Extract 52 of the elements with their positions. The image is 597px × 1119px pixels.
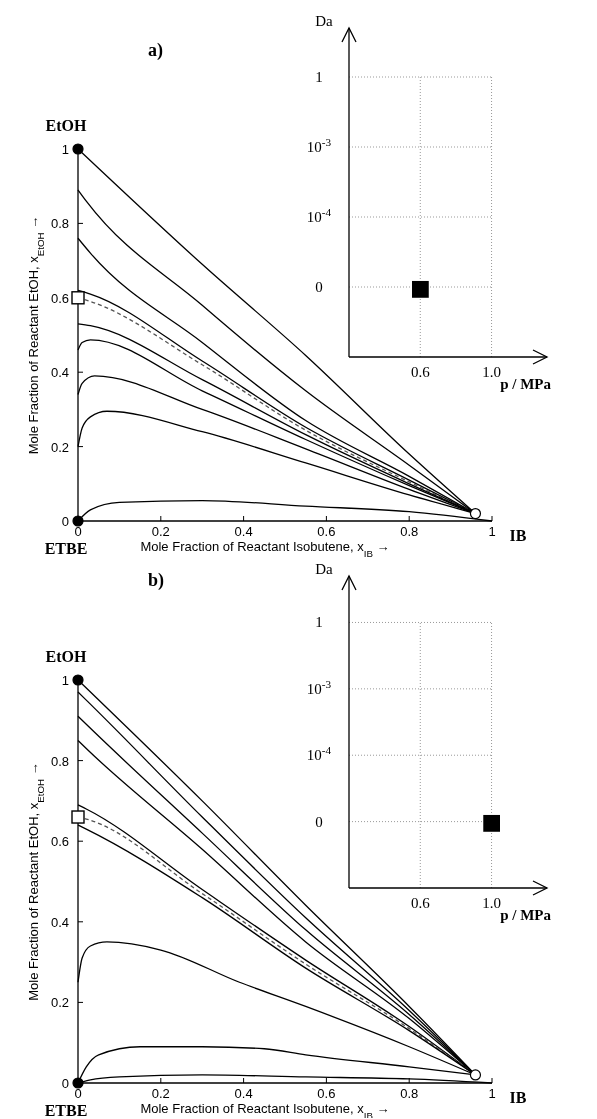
x-axis-title: Mole Fraction of Reactant Isobutene, x$_{IB}$ → (140, 539, 390, 559)
text: Da (315, 561, 334, 577)
y-tick-label: 0 (61, 1076, 69, 1091)
text: ■ (481, 809, 502, 835)
text: ETBE (44, 1102, 88, 1119)
category-label: 1.0 (482, 364, 501, 380)
x-tick-label: 0.4 (234, 524, 253, 539)
x-tick-label: 1 (488, 524, 496, 539)
category-label: 10$^{-4}$ (306, 744, 332, 764)
y-tick-label: 0.6 (50, 834, 69, 850)
category-label: 1 (315, 614, 323, 631)
text: ETBE (44, 540, 88, 557)
category-label: 0 (315, 813, 323, 830)
x-tick-label: 0.8 (400, 524, 419, 539)
category-label: 10$^{-3}$ (306, 677, 332, 697)
category-label: 0 (315, 279, 323, 295)
y-tick-label: 0.4 (50, 365, 69, 381)
y-tick-label: 0.6 (50, 290, 69, 306)
x-tick-label: 0.4 (234, 1086, 253, 1101)
chart-title: a) (148, 40, 163, 61)
category-label: 10$^{-3}$ (306, 136, 332, 155)
x-tick-label: 0.6 (317, 1086, 336, 1101)
category-label: 1.0 (482, 895, 501, 911)
category-label: 1 (315, 69, 323, 85)
y-tick-label: 0.8 (50, 216, 69, 232)
x-tick-label: 0.2 (151, 524, 170, 539)
text: p / MPa (500, 376, 552, 392)
category-label: 0.6 (410, 895, 431, 911)
x-tick-label: 0 (74, 1086, 82, 1101)
text: EtOH (45, 648, 87, 665)
text: IB (509, 1089, 527, 1106)
y-tick-label: 0.2 (50, 995, 69, 1011)
y-tick-label: 0.8 (50, 753, 69, 769)
x-tick-label: 1 (488, 1086, 496, 1101)
y-tick-label: 0.2 (50, 439, 69, 455)
text: EtOH (45, 117, 87, 134)
x-tick-label: 0 (74, 524, 82, 539)
y-tick-label: 0.4 (50, 914, 69, 930)
x-tick-label: 0.2 (151, 1086, 170, 1101)
category-label: 10$^{-4}$ (306, 206, 332, 225)
text: ■ (409, 274, 431, 300)
text: p / MPa (500, 907, 552, 923)
x-axis-title: Mole Fraction of Reactant Isobutene, x$_{IB}$ → (140, 1101, 390, 1119)
y-tick-label: 0 (61, 514, 69, 529)
text: IB (509, 527, 527, 544)
y-tick-label: 1 (61, 142, 69, 157)
x-tick-label: 0.6 (317, 524, 336, 539)
category-label: 0.6 (410, 364, 431, 380)
x-tick-label: 0.8 (400, 1086, 419, 1101)
y-tick-label: 1 (61, 673, 69, 688)
chart-title: b) (148, 570, 165, 591)
text: Da (315, 13, 334, 29)
